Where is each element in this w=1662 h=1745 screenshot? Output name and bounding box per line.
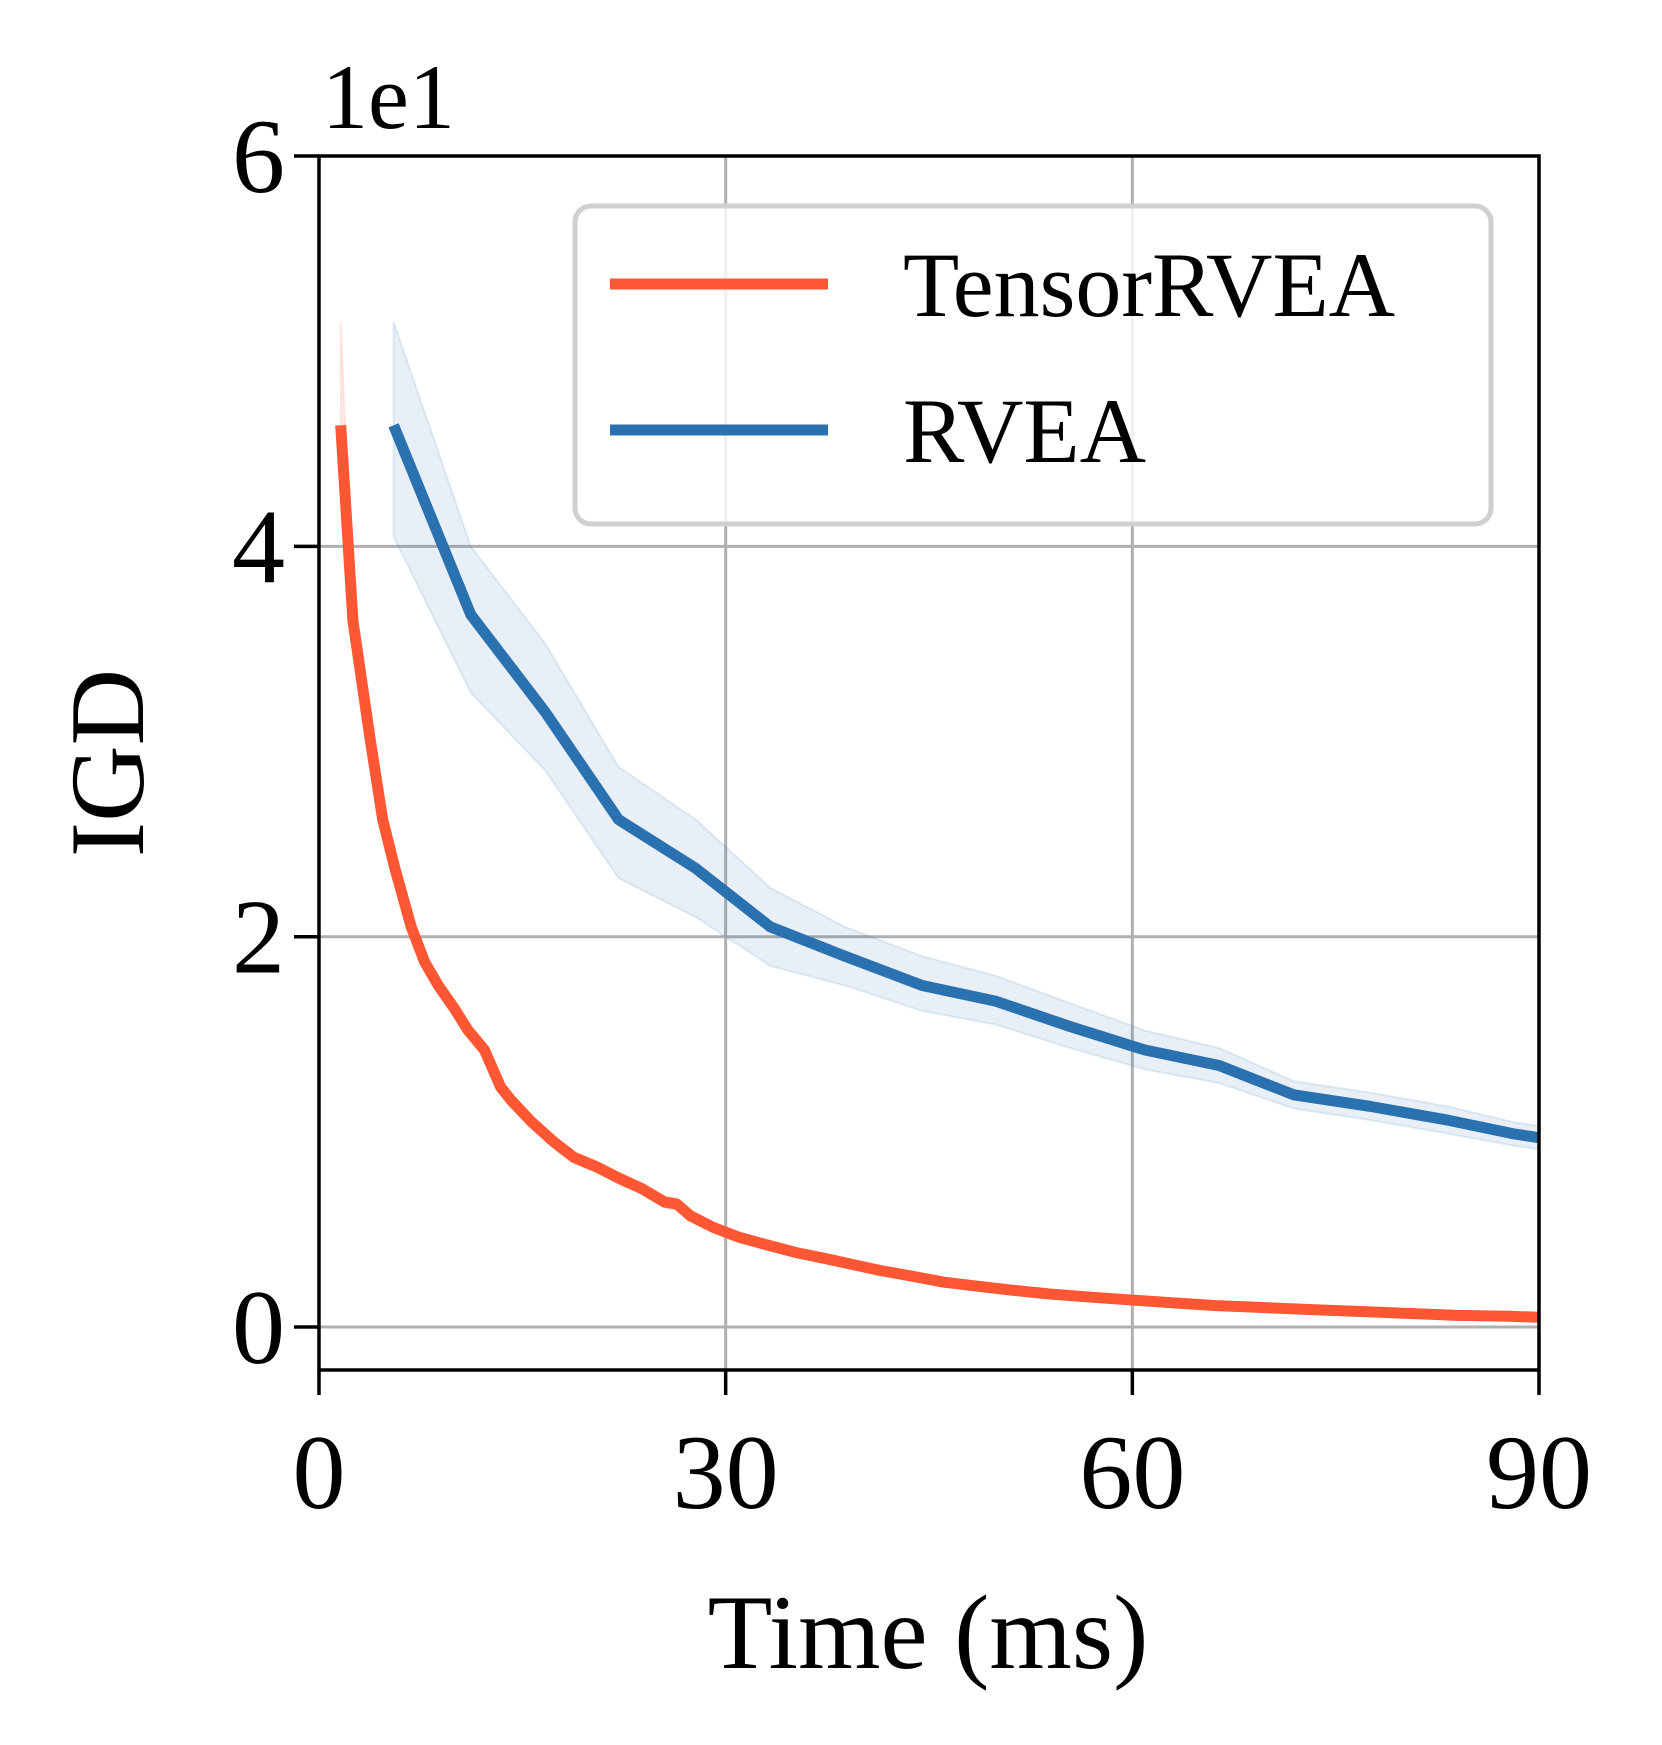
rvea-line	[388, 423, 1540, 1144]
axes: 0 30 60 90 0 2 4 6	[232, 98, 1592, 1531]
x-tick-label-0: 0	[293, 1414, 346, 1531]
y-tick-label-2: 2	[232, 879, 285, 996]
y-tick-label-4: 4	[232, 488, 285, 605]
legend: TensorRVEA RVEA	[572, 203, 1494, 527]
y-tick-label-0: 0	[232, 1269, 285, 1386]
y-axis-title: IGD	[49, 669, 166, 857]
y-axis-offset-label: 1e1	[322, 46, 455, 148]
x-tick-label-90: 90	[1486, 1414, 1592, 1531]
plot-frame	[317, 154, 1541, 1372]
y-tick-label-6: 6	[232, 98, 285, 215]
tensorrvea-line	[335, 424, 1540, 1323]
series-lines	[335, 423, 1540, 1323]
x-axis-title: Time (ms)	[708, 1574, 1149, 1691]
legend-label-tensorrvea: TensorRVEA	[903, 234, 1395, 336]
legend-label-rvea: RVEA	[903, 380, 1146, 482]
x-tick-label-60: 60	[1079, 1414, 1185, 1531]
x-tick-label-30: 30	[673, 1414, 779, 1531]
